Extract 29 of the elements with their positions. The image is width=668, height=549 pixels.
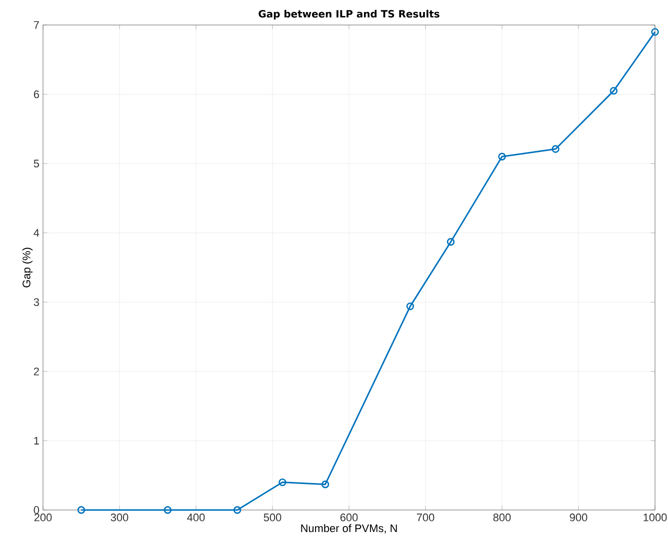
x-axis-title: Number of PVMs, N [301, 524, 397, 534]
y-tick-label: 3 [34, 298, 39, 306]
point [164, 506, 172, 514]
y-tick-label: 5 [34, 160, 40, 168]
x-tick-label: 200 [34, 514, 52, 522]
y-tick-label: 4 [34, 229, 40, 237]
chart-title: Gap between ILP and TS Results [258, 10, 440, 20]
point [406, 302, 414, 310]
x-tick-label: 300 [110, 514, 128, 522]
x-tick-label: 800 [493, 514, 511, 522]
y-tick-label: 7 [34, 21, 39, 29]
y-tick-label: 1 [34, 436, 39, 444]
y-tick-label: 0 [34, 506, 40, 514]
point [610, 86, 618, 95]
x-tick-label: 400 [187, 514, 205, 522]
y-axis-title: Gap (%) [22, 248, 33, 288]
x-tick-label: 900 [570, 514, 588, 522]
point [233, 506, 242, 514]
y-tick-label: 6 [34, 90, 39, 98]
point [498, 152, 506, 160]
x-tick-label: 1000 [644, 514, 667, 522]
point [552, 145, 560, 153]
x-tick-label: 600 [340, 514, 358, 522]
x-tick-label: 700 [416, 514, 434, 522]
point [278, 478, 286, 486]
point [321, 480, 330, 488]
point [446, 238, 455, 246]
x-tick-label: 500 [264, 514, 282, 522]
y-tick-label: 2 [34, 368, 39, 376]
